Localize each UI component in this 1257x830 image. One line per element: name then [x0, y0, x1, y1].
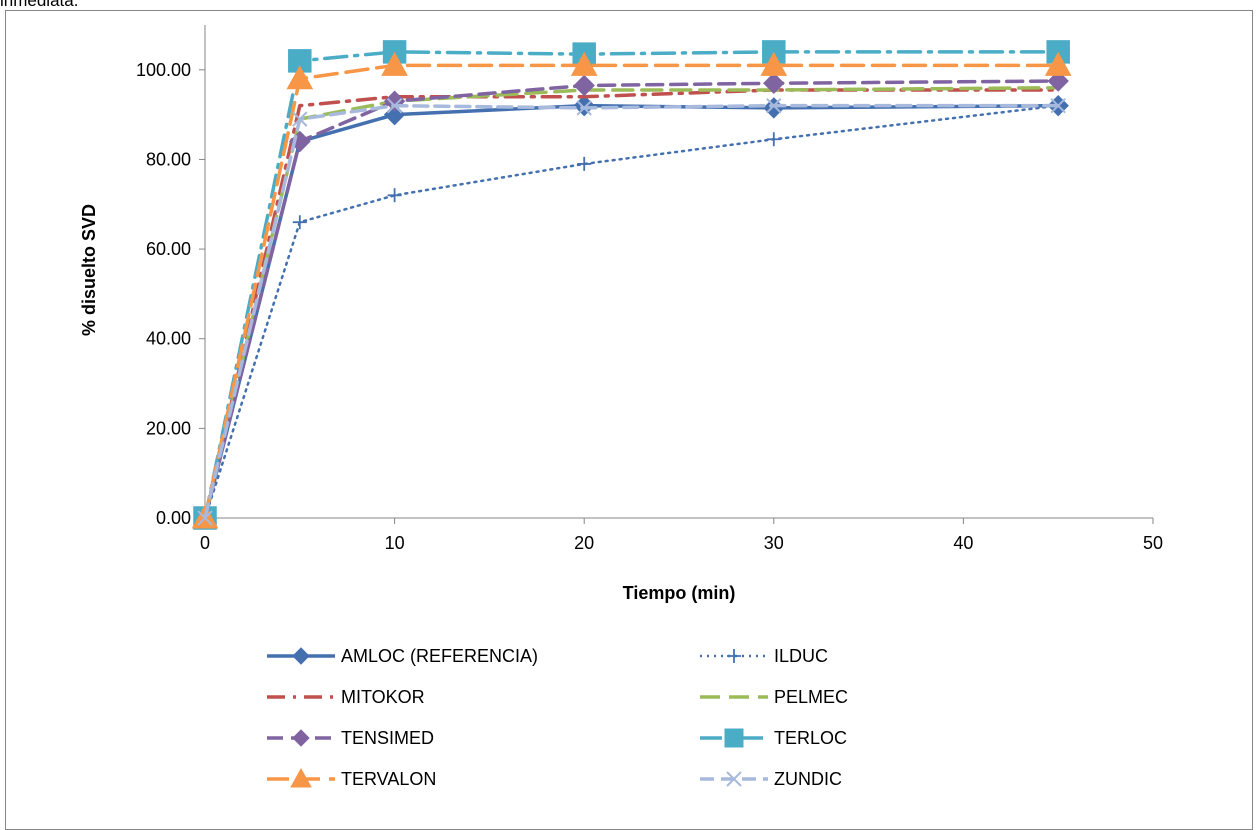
- data-point: [760, 51, 788, 76]
- series-amloc-referencia: [194, 94, 1069, 529]
- legend-swatch-marker: [292, 729, 310, 747]
- data-point: [292, 111, 308, 127]
- y-tick-label: 60.00: [146, 239, 191, 259]
- data-point: [576, 100, 592, 116]
- data-point: [381, 51, 408, 76]
- legend-swatch-marker: [724, 728, 744, 748]
- data-point: [573, 74, 595, 97]
- series-line: [203, 50, 1060, 520]
- legend-label: ZUNDIC: [774, 769, 842, 789]
- legend-swatch-marker: [726, 771, 742, 787]
- legend-swatch-marker: [292, 647, 310, 665]
- data-point: [763, 72, 785, 94]
- series-line: [203, 79, 1060, 520]
- series-ilduc: [198, 98, 1066, 525]
- legend-label: ILDUC: [774, 646, 828, 666]
- axes: 0.00 20.00 40.00 60.00 80.00 100.00 0 10 20 30 40 5…: [136, 25, 1163, 553]
- data-point: [570, 51, 598, 76]
- y-tick-label: 0.00: [156, 508, 191, 528]
- data-point: [286, 65, 314, 90]
- data-point: [766, 97, 782, 114]
- data-point: [577, 156, 592, 171]
- data-point: [383, 90, 406, 112]
- legend-item: PELMEC: [700, 687, 848, 707]
- y-tick-label: 100.00: [136, 60, 191, 80]
- series-line: [203, 63, 1060, 520]
- legend-swatch-marker: [290, 767, 312, 788]
- y-tick-label: 80.00: [146, 149, 191, 169]
- series-line: [203, 103, 1060, 520]
- series-pelmec: [203, 85, 1060, 520]
- series-line: [203, 85, 1060, 520]
- data-point: [387, 188, 402, 203]
- legend-label: TERLOC: [774, 728, 847, 748]
- legend-item: TERLOC: [700, 728, 847, 748]
- legend-label: AMLOC (REFERENCIA): [341, 646, 538, 666]
- data-point: [197, 510, 213, 526]
- legend: AMLOC (REFERENCIA) ILDUC MITOKOR PELMEC TENS…: [267, 646, 848, 789]
- series-line: [203, 88, 1060, 520]
- data-point: [1047, 70, 1069, 92]
- x-tick-label: 50: [1143, 533, 1163, 553]
- x-tick-label: 30: [764, 533, 784, 553]
- x-axis-title: Tiempo (min): [623, 583, 736, 603]
- x-tick-label: 0: [200, 533, 210, 553]
- data-point: [292, 215, 307, 230]
- series-tensimed: [194, 70, 1069, 529]
- legend-label: TENSIMED: [341, 728, 434, 748]
- legend-item: TERVALON: [267, 767, 436, 789]
- legend-label: TERVALON: [341, 769, 436, 789]
- legend-item: AMLOC (REFERENCIA): [267, 646, 538, 666]
- series-line: [203, 104, 1060, 520]
- series-layer: [191, 40, 1072, 530]
- y-tick-label: 20.00: [146, 418, 191, 438]
- page-text-fragment: inmediata.: [0, 0, 79, 10]
- y-axis-title: % disuelto SVD: [79, 204, 99, 336]
- legend-item: ILDUC: [700, 646, 828, 666]
- data-point: [386, 97, 403, 114]
- x-tick-label: 10: [385, 533, 405, 553]
- series-tervalon: [191, 51, 1072, 529]
- legend-label: MITOKOR: [341, 687, 425, 707]
- series-zundic: [197, 97, 1066, 526]
- data-point: [1050, 97, 1066, 114]
- legend-item: MITOKOR: [267, 687, 425, 707]
- legend-label: PELMEC: [774, 687, 848, 707]
- y-tick-label: 40.00: [146, 329, 191, 349]
- series-line: [203, 103, 1060, 520]
- series-mitokor: [203, 88, 1060, 520]
- legend-swatch-marker: [727, 649, 741, 663]
- data-point: [1044, 51, 1072, 76]
- x-tick-label: 40: [953, 533, 973, 553]
- legend-item: ZUNDIC: [700, 769, 842, 789]
- data-point: [763, 97, 785, 119]
- legend-item: TENSIMED: [267, 728, 434, 748]
- data-point: [766, 132, 781, 147]
- data-point: [573, 94, 595, 117]
- x-tick-label: 20: [574, 533, 594, 553]
